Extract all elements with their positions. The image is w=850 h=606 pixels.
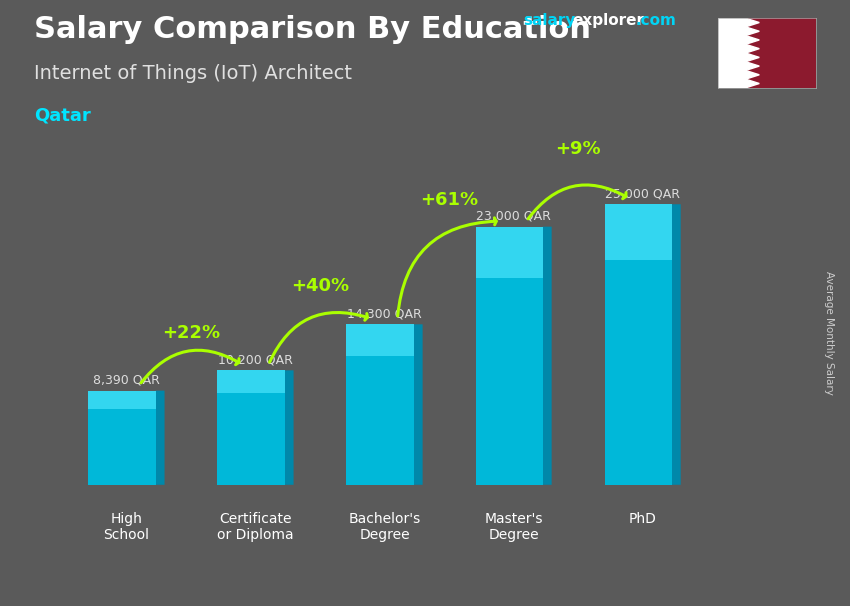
Polygon shape <box>745 36 759 44</box>
Polygon shape <box>745 62 759 70</box>
Text: PhD: PhD <box>629 512 656 526</box>
Text: +22%: +22% <box>162 324 220 342</box>
Text: Internet of Things (IoT) Architect: Internet of Things (IoT) Architect <box>34 64 352 82</box>
Bar <box>88 410 156 485</box>
Bar <box>604 204 672 261</box>
Text: 14,300 QAR: 14,300 QAR <box>347 307 422 320</box>
Text: salary: salary <box>523 13 575 28</box>
Polygon shape <box>156 391 165 485</box>
Polygon shape <box>414 324 422 485</box>
Text: explorer: explorer <box>572 13 644 28</box>
Text: .com: .com <box>636 13 677 28</box>
Text: Average Monthly Salary: Average Monthly Salary <box>824 271 834 395</box>
Bar <box>604 261 672 485</box>
Polygon shape <box>745 70 759 79</box>
Polygon shape <box>745 27 759 36</box>
Bar <box>718 18 745 88</box>
Text: Master's
Degree: Master's Degree <box>484 512 543 542</box>
Text: 25,000 QAR: 25,000 QAR <box>605 187 680 200</box>
Polygon shape <box>745 18 759 27</box>
Bar <box>347 324 414 356</box>
Bar <box>745 18 816 88</box>
Text: 10,200 QAR: 10,200 QAR <box>218 353 293 366</box>
Text: Qatar: Qatar <box>34 106 91 124</box>
Text: 23,000 QAR: 23,000 QAR <box>476 210 551 222</box>
Polygon shape <box>672 204 681 485</box>
Text: +61%: +61% <box>420 191 479 209</box>
Polygon shape <box>285 370 293 485</box>
Polygon shape <box>542 227 552 485</box>
Bar <box>347 356 414 485</box>
Text: Salary Comparison By Education: Salary Comparison By Education <box>34 15 591 44</box>
Polygon shape <box>745 44 759 53</box>
Text: +9%: +9% <box>555 140 601 158</box>
Bar <box>218 370 285 393</box>
Bar <box>475 227 542 278</box>
Text: +40%: +40% <box>291 277 349 295</box>
Polygon shape <box>745 79 759 88</box>
Bar <box>218 393 285 485</box>
Bar <box>88 391 156 410</box>
Text: High
School: High School <box>104 512 150 542</box>
Text: 8,390 QAR: 8,390 QAR <box>93 373 160 387</box>
Bar <box>475 278 542 485</box>
Polygon shape <box>745 53 759 62</box>
Text: Bachelor's
Degree: Bachelor's Degree <box>348 512 421 542</box>
Text: Certificate
or Diploma: Certificate or Diploma <box>218 512 294 542</box>
